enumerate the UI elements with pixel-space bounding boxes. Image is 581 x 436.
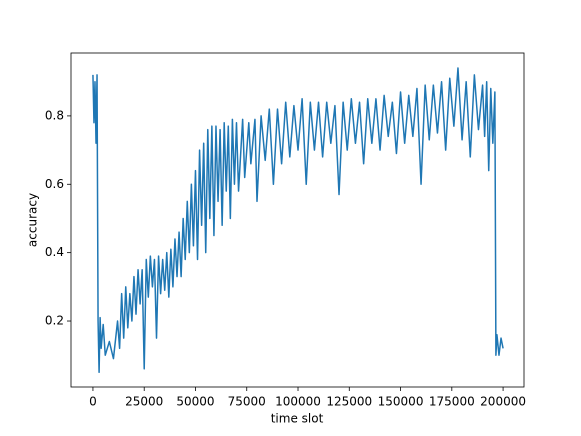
y-tick-label: 0.4 [45,245,64,259]
y-tick-label: 0.8 [45,108,64,122]
plot-frame [70,52,525,388]
x-tick-label: 100000 [275,395,321,409]
y-tick-label: 0.2 [45,314,64,328]
x-tick-label: 200000 [480,395,526,409]
x-tick-label: 0 [89,395,97,409]
x-tick-label: 125000 [326,395,372,409]
x-tick-label: 50000 [176,395,214,409]
x-tick-label: 75000 [228,395,266,409]
data-line [92,67,504,374]
x-tick-label: 150000 [378,395,424,409]
y-axis-label: accuracy [26,193,40,247]
y-tick-label: 0.6 [45,177,64,191]
x-axis-label: time slot [271,412,324,426]
x-tick-label: 175000 [429,395,475,409]
x-tick-label: 25000 [125,395,163,409]
